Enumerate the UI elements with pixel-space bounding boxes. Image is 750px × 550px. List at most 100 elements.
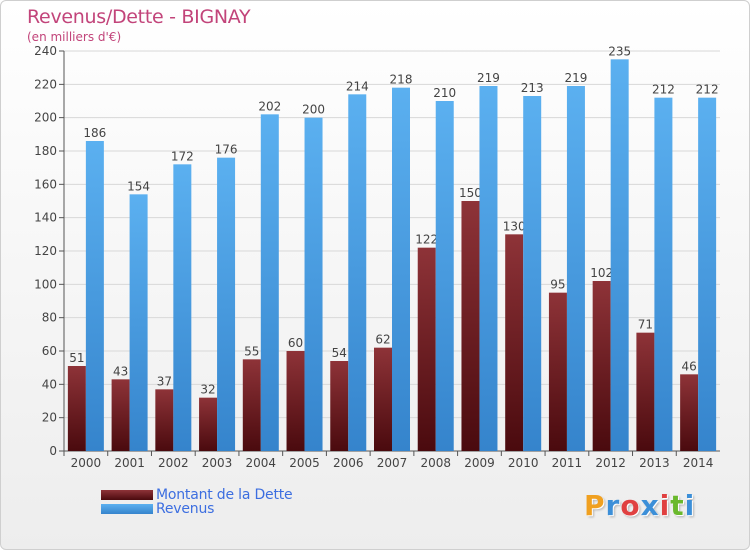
- logo-letter: i: [684, 489, 696, 522]
- legend-swatch-revenus: [101, 504, 153, 514]
- y-tick-label: 100: [34, 277, 57, 291]
- y-tick-label: 80: [42, 311, 57, 325]
- bar-dette: [461, 201, 480, 451]
- x-tick-label: 2002: [158, 456, 189, 470]
- bar-revenus: [85, 141, 104, 451]
- legend-label-dette: Montant de la Dette: [156, 487, 293, 503]
- y-tick-label: 220: [34, 77, 57, 91]
- data-label-dette: 54: [332, 346, 347, 360]
- data-label-dette: 51: [69, 351, 84, 365]
- data-label-revenus: 219: [477, 71, 500, 85]
- x-tick-label: 2014: [683, 456, 714, 470]
- bar-revenus: [654, 97, 673, 452]
- x-tick-label: 2013: [639, 456, 670, 470]
- x-tick-label: 2007: [377, 456, 408, 470]
- data-label-revenus: 186: [83, 126, 106, 140]
- data-label-dette: 37: [157, 374, 172, 388]
- data-label-revenus: 176: [215, 143, 238, 157]
- data-label-revenus: 213: [521, 81, 544, 95]
- data-label-dette: 55: [244, 344, 259, 358]
- x-tick-label: 2003: [202, 456, 233, 470]
- data-label-dette: 122: [415, 233, 438, 247]
- data-label-revenus: 219: [564, 71, 587, 85]
- bar-dette: [330, 361, 349, 451]
- data-label-dette: 130: [503, 219, 526, 233]
- y-tick-label: 140: [34, 211, 57, 225]
- data-label-revenus: 235: [608, 44, 631, 58]
- y-tick-label: 60: [42, 344, 57, 358]
- bar-revenus: [479, 86, 498, 451]
- x-tick-label: 2005: [289, 456, 320, 470]
- legend-swatch-dette: [101, 490, 153, 500]
- chart-subtitle: (en milliers d'€): [27, 30, 122, 44]
- y-tick-label: 20: [42, 411, 57, 425]
- bar-dette: [199, 397, 218, 451]
- y-tick-label: 120: [34, 244, 57, 258]
- bar-revenus: [173, 164, 192, 452]
- x-tick-label: 2009: [464, 456, 495, 470]
- bar-dette: [592, 281, 611, 451]
- data-label-revenus: 218: [390, 73, 413, 87]
- data-label-dette: 102: [590, 266, 613, 280]
- data-label-dette: 43: [113, 364, 128, 378]
- bar-dette: [505, 234, 524, 451]
- bar-revenus: [129, 194, 148, 452]
- y-tick-label: 240: [34, 44, 57, 58]
- x-tick-label: 2008: [420, 456, 451, 470]
- bar-revenus: [304, 117, 323, 452]
- bar-dette: [680, 374, 699, 451]
- bar-revenus: [217, 157, 236, 451]
- x-tick-label: 2001: [114, 456, 145, 470]
- data-label-revenus: 212: [652, 83, 675, 97]
- data-label-dette: 95: [550, 278, 565, 292]
- y-tick-label: 40: [42, 377, 57, 391]
- bar-revenus: [392, 87, 410, 452]
- bar-revenus: [698, 97, 717, 452]
- y-tick-label: 200: [34, 111, 57, 125]
- logo-letter: r: [605, 489, 621, 522]
- bar-revenus: [610, 59, 629, 451]
- y-tick-label: 0: [49, 444, 57, 458]
- x-tick-label: 2004: [246, 456, 277, 470]
- x-tick-label: 2010: [508, 456, 539, 470]
- bar-dette: [67, 366, 86, 451]
- data-label-dette: 32: [200, 383, 215, 397]
- data-label-revenus: 214: [346, 79, 369, 93]
- data-label-revenus: 210: [433, 86, 456, 100]
- data-label-dette: 150: [459, 186, 482, 200]
- bar-dette: [111, 379, 130, 451]
- data-label-revenus: 212: [696, 83, 719, 97]
- logo-letter: o: [620, 489, 641, 522]
- data-label-dette: 60: [288, 336, 303, 350]
- data-label-dette: 46: [681, 359, 696, 373]
- bar-revenus: [260, 114, 279, 451]
- data-label-revenus: 172: [171, 149, 194, 163]
- data-label-revenus: 202: [258, 99, 281, 113]
- bar-dette: [374, 347, 392, 451]
- x-tick-label: 2012: [595, 456, 626, 470]
- bar-dette: [636, 332, 655, 451]
- bar-dette: [548, 292, 567, 451]
- logo-letter: x: [640, 489, 660, 522]
- y-tick-label: 180: [34, 144, 57, 158]
- proxiti-logo: Proxiti: [584, 489, 695, 522]
- x-tick-label: 2011: [552, 456, 583, 470]
- chart-title: Revenus/Dette - BIGNAY: [27, 6, 251, 28]
- data-label-revenus: 200: [302, 103, 325, 117]
- y-tick-label: 160: [34, 177, 57, 191]
- logo-letter: P: [584, 489, 606, 522]
- bar-dette: [155, 389, 174, 451]
- legend-label-revenus: Revenus: [156, 501, 215, 517]
- logo-letter: t: [670, 489, 685, 522]
- bar-revenus: [435, 101, 454, 451]
- bar-dette: [286, 351, 305, 451]
- bar-dette: [242, 359, 261, 451]
- legend-item-dette: Montant de la Dette: [101, 487, 293, 503]
- bar-dette: [417, 247, 436, 451]
- bar-revenus: [566, 86, 585, 451]
- data-label-revenus: 154: [127, 179, 150, 193]
- bar-revenus: [348, 94, 367, 451]
- legend-item-revenus: Revenus: [101, 501, 214, 517]
